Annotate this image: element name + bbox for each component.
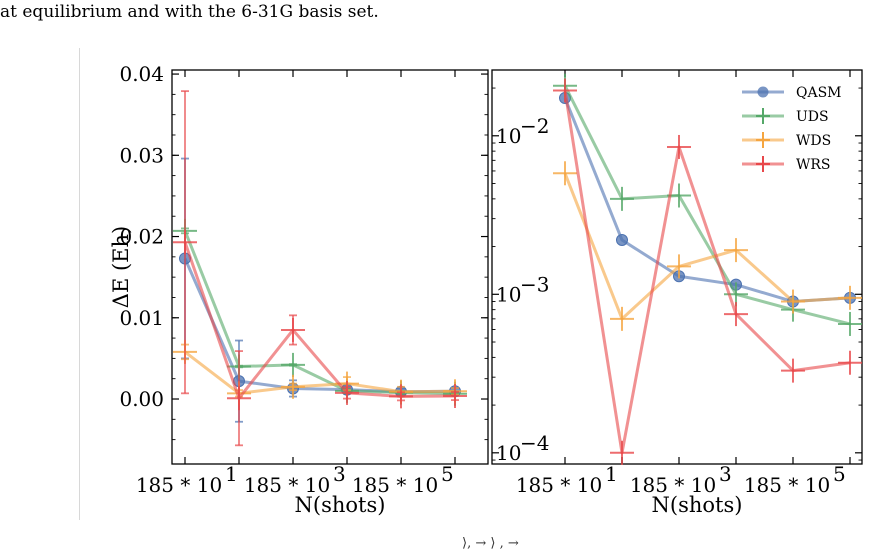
series-wds: [553, 161, 862, 331]
y-tick-label-left: 0.04: [119, 62, 164, 86]
x-ticks-right: 185 * 10 1 185 * 10 3 185 * 10 5: [516, 70, 851, 497]
series-wrs: [553, 78, 862, 465]
chart-right: 10−410−310−2 185 * 10 1 185 * 10 3 185 * 10 5…: [491, 69, 863, 517]
y-tick-label-left: 0.00: [119, 387, 164, 411]
legend-label-wds: WDS: [796, 133, 831, 149]
series-line-wrs: [183, 241, 456, 400]
x-tick-exponent-left: 5: [441, 462, 454, 486]
x-tick-exponent-left: 3: [333, 462, 346, 486]
margin-rule: [79, 48, 80, 520]
legend-marker-qasm: [757, 86, 769, 98]
x-tick-exponent-right: 3: [719, 462, 732, 486]
legend: QASM UDS WDS WRS: [742, 85, 842, 173]
series-line-uds: [183, 230, 456, 396]
y-tick-label-right: 10: [496, 124, 521, 148]
x-tick-label-right: 185 * 10: [516, 473, 602, 497]
series-line-qasm: [183, 257, 456, 394]
x-tick-exponent-left: 1: [225, 462, 238, 486]
x-tick-exponent-right: 1: [605, 462, 618, 486]
series-line-qasm: [563, 97, 851, 304]
y-tick-label-left: 0.03: [119, 143, 164, 167]
series-line-uds: [563, 85, 851, 326]
y-tick-label-left: 0.01: [119, 306, 164, 330]
x-tick-label-right: 185 * 10: [744, 473, 830, 497]
series-line-wrs: [563, 90, 851, 455]
y-axis-label-left: ΔE (Eh): [109, 226, 133, 308]
plot-frame-left: [171, 69, 489, 465]
y-ticks-left: 0.00 0.01 0.02 0.03 0.04: [119, 62, 488, 441]
legend-label-qasm: QASM: [796, 85, 842, 101]
x-axis-label-left: N(shots): [295, 493, 386, 517]
x-tick-exponent-right: 5: [833, 462, 846, 486]
plot-frame-right: [491, 69, 863, 465]
x-tick-label-left: 185 * 10: [244, 473, 330, 497]
x-tick-label-left: 185 * 10: [136, 473, 222, 497]
legend-label-wrs: WRS: [796, 157, 831, 173]
y-tick-exponent-right: −3: [520, 272, 549, 296]
legend-label-uds: UDS: [796, 109, 829, 125]
x-tick-label-left: 185 * 10: [352, 473, 438, 497]
y-tick-label-right: 10: [496, 441, 521, 465]
series-left: [173, 90, 467, 447]
chart-left: 0.000.010.020.030.04 185 * 10 1 185 * 10 3 1…: [109, 62, 489, 517]
series-right: [553, 73, 862, 465]
x-ticks-left: 185 * 10 1 185 * 10 3 185 * 10 5: [136, 70, 456, 497]
y-tick-exponent-right: −2: [520, 114, 549, 138]
caption-bottom-fragment: ⟩, → ⟩ , →: [462, 536, 519, 551]
series-wrs: [173, 90, 467, 447]
point-qasm: [615, 234, 628, 247]
y-tick-exponent-right: −4: [520, 431, 549, 455]
y-tick-label-left: 0.02: [119, 225, 164, 249]
y-tick-label-right: 10: [496, 282, 521, 306]
x-axis-label-right: N(shots): [652, 493, 743, 517]
y-ticks-right: 10−410−310−2: [492, 87, 862, 465]
x-tick-label-right: 185 * 10: [630, 473, 716, 497]
series-qasm: [179, 157, 461, 423]
caption-top: at equilibrium and with the 6-31G basis …: [0, 2, 379, 22]
